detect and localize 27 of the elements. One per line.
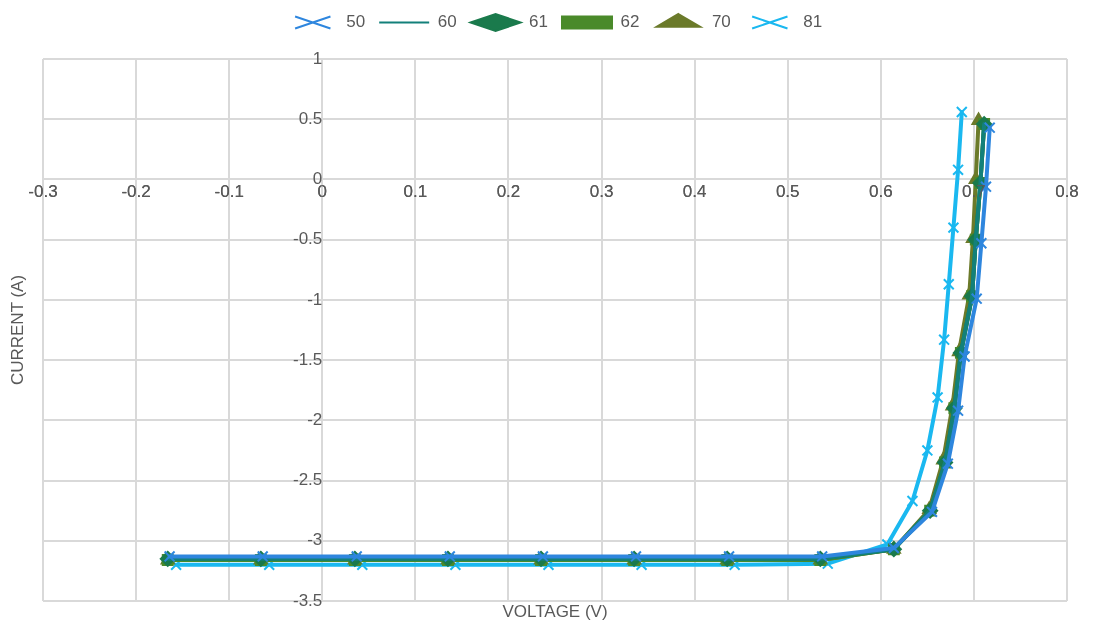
x-tick-label: 0.5: [775, 182, 800, 202]
x-tick-label: -0.2: [121, 182, 151, 202]
x-axis-title: VOLTAGE (V): [502, 602, 608, 621]
x-tick-label: 0.3: [589, 182, 614, 202]
legend-label: 70: [711, 12, 731, 32]
x-tick-label: 0.1: [403, 182, 428, 202]
x-tick-label: 0.8: [1055, 182, 1079, 202]
x-tick-label: 0.4: [682, 182, 707, 202]
x-tick-label: -0.3: [28, 182, 58, 202]
legend-label: 81: [803, 12, 823, 32]
y-tick-label: 0.5: [298, 108, 323, 128]
x-tick-label: -0.1: [214, 182, 244, 202]
x-tick-label: 0.6: [869, 182, 893, 202]
y-tick-label: -2: [307, 410, 323, 430]
y-tick-label: -2.5: [292, 470, 323, 490]
y-axis-title: CURRENT (A): [7, 274, 27, 386]
legend-label: 60: [437, 12, 457, 32]
y-tick-label: -1.5: [292, 349, 323, 369]
y-tick-label: -0.5: [292, 229, 323, 249]
legend-label: 62: [620, 12, 640, 32]
y-tick-label: -1: [307, 289, 323, 309]
legend-label: 50: [346, 12, 366, 32]
y-tick-label: -3: [307, 530, 323, 550]
legend-label: 61: [529, 12, 549, 32]
y-tick-label: -3.5: [292, 590, 323, 610]
x-tick-label: 0.2: [496, 182, 521, 202]
y-tick-label: 1: [312, 48, 323, 68]
